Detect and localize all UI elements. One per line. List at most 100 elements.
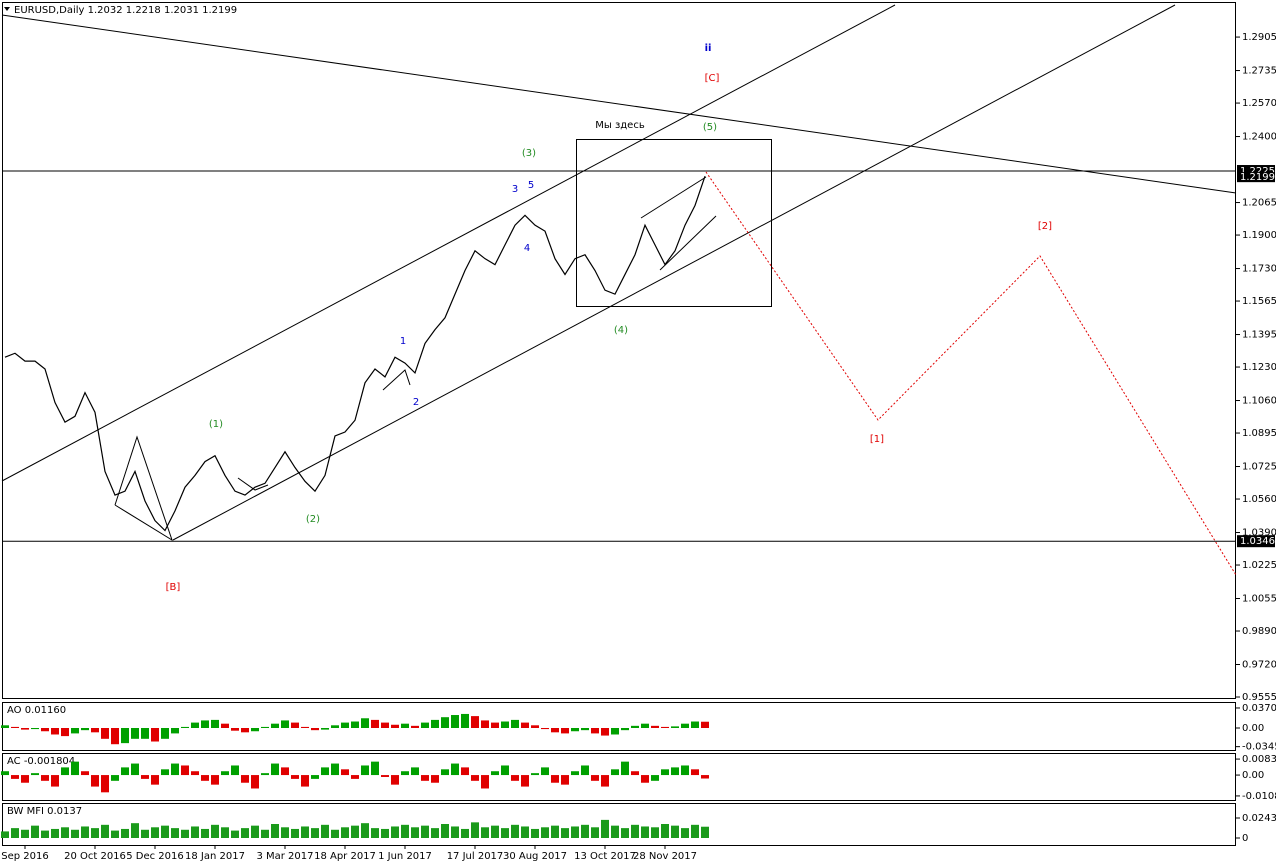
- histogram-bar: [211, 775, 219, 785]
- histogram-bar: [91, 775, 99, 787]
- y-tick-label: 1.0225: [1242, 560, 1276, 571]
- histogram-bar: [11, 775, 19, 779]
- histogram-bar: [701, 826, 709, 838]
- y-tick-label: 1.0725: [1242, 462, 1276, 473]
- histogram-bar: [61, 827, 69, 838]
- y-tick-label: 1.1395: [1242, 330, 1276, 341]
- histogram-bar: [481, 720, 489, 728]
- x-tick-label: 18 Jan 2017: [185, 851, 245, 862]
- y-tick-label: 0.00: [1242, 770, 1264, 781]
- x-tick-label: 30 Aug 2017: [503, 851, 567, 862]
- histogram-bar: [651, 725, 659, 728]
- x-tick-label: 5 Dec 2016: [126, 851, 184, 862]
- x-tick-label: 3 Mar 2017: [256, 851, 313, 862]
- histogram-bar: [701, 775, 709, 779]
- histogram-bar: [331, 725, 339, 728]
- histogram-bar: [341, 769, 349, 776]
- histogram-bar: [51, 775, 59, 787]
- histogram-bar: [301, 775, 309, 787]
- histogram-bar: [331, 763, 339, 776]
- wave-label: 3: [512, 184, 518, 195]
- y-tick-label: 1.1730: [1242, 264, 1276, 275]
- wave-label: (1): [209, 419, 223, 430]
- histogram-bar: [701, 721, 709, 728]
- histogram-bar: [431, 828, 439, 838]
- histogram-bar: [601, 819, 609, 838]
- histogram-bar: [651, 827, 659, 838]
- histogram-bar: [531, 725, 539, 728]
- h-line-label: 1.2225: [1240, 166, 1275, 177]
- wave-label: 4: [524, 243, 530, 254]
- histogram-bar: [441, 824, 449, 838]
- histogram-bar: [521, 722, 529, 728]
- histogram-bar: [681, 828, 689, 838]
- histogram-bar: [551, 728, 559, 733]
- histogram-bar: [521, 826, 529, 838]
- histogram-bar: [401, 824, 409, 838]
- y-tick-label: 0.9890: [1242, 626, 1276, 637]
- histogram-bar: [281, 720, 289, 728]
- histogram-bar: [401, 723, 409, 728]
- drawings: [1, 4, 1237, 576]
- histogram-bar: [521, 775, 529, 787]
- y-tick-label: 0.9720: [1242, 660, 1276, 671]
- histogram-bar: [421, 825, 429, 838]
- y-tick-label: 0.0243: [1242, 813, 1276, 824]
- histogram-bar: [121, 828, 129, 838]
- y-tick-label: 1.1900: [1242, 230, 1276, 241]
- histogram-bar: [541, 827, 549, 838]
- histogram-bar: [661, 726, 669, 728]
- histogram-bar: [541, 728, 549, 730]
- histogram-bar: [261, 773, 269, 776]
- histogram-bar: [201, 775, 209, 781]
- histogram-bar: [191, 826, 199, 838]
- histogram-bar: [211, 824, 219, 838]
- histogram-bar: [181, 726, 189, 728]
- histogram-bar: [151, 827, 159, 838]
- histogram-bar: [151, 775, 159, 785]
- histogram-bar: [631, 725, 639, 728]
- y-tick-label: 0.008336: [1242, 754, 1276, 765]
- y-tick-label: -0.01088: [1242, 791, 1276, 802]
- histogram-bar: [291, 722, 299, 728]
- histogram-bar: [611, 769, 619, 776]
- histogram-bar: [1, 725, 9, 728]
- histogram-bar: [131, 728, 139, 739]
- histogram-bar: [1, 771, 9, 776]
- histogram-bar: [41, 830, 49, 838]
- histogram-bar: [221, 771, 229, 776]
- histogram-bar: [561, 775, 569, 785]
- wave-label: (5): [703, 122, 717, 133]
- wave-label: 1: [400, 336, 406, 347]
- histogram-bar: [461, 828, 469, 838]
- histogram-bar: [251, 775, 259, 789]
- histogram-bar: [331, 829, 339, 838]
- histogram-bar: [151, 728, 159, 742]
- wave-label: 2: [413, 397, 419, 408]
- histogram-bar: [321, 728, 329, 730]
- histogram-bar: [551, 775, 559, 783]
- y-tick-label: 0.9555: [1242, 692, 1276, 703]
- histogram-bar: [361, 765, 369, 776]
- wedge-lower: [659, 215, 717, 271]
- histogram-bar: [291, 828, 299, 838]
- histogram-bar: [651, 775, 659, 781]
- price-pane: [2, 2, 1236, 699]
- histogram-bar: [501, 721, 509, 728]
- histogram-bar: [311, 728, 319, 731]
- histogram-bar: [451, 763, 459, 776]
- histogram-bar: [71, 761, 79, 776]
- histogram-bar: [11, 726, 19, 728]
- histogram-bar: [451, 826, 459, 838]
- histogram-bar: [31, 773, 39, 776]
- histogram-bar: [321, 767, 329, 776]
- histogram-bar: [591, 827, 599, 838]
- histogram-bar: [571, 728, 579, 732]
- h-line-tag: [1237, 535, 1275, 548]
- histogram-bar: [111, 775, 119, 781]
- histogram-bar: [321, 824, 329, 838]
- histogram-bar: [101, 728, 109, 739]
- menu-arrow[interactable]: [4, 7, 10, 11]
- histogram-bar: [181, 765, 189, 776]
